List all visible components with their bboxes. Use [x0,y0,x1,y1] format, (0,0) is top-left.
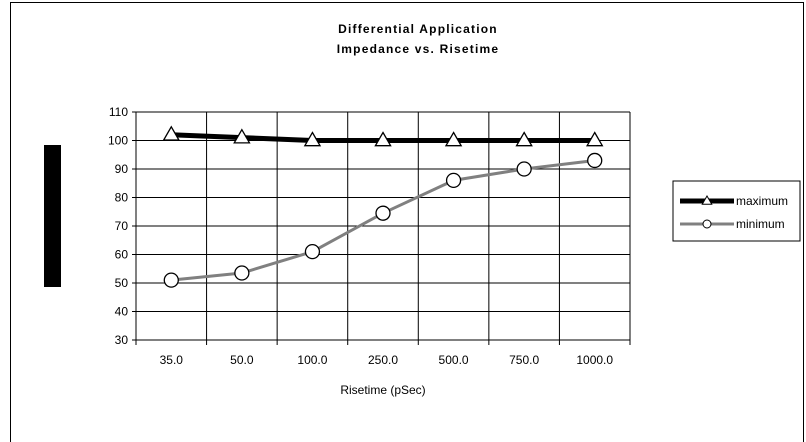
data-point-maximum [303,131,322,147]
x-tick-label: 35.0 [160,353,184,367]
x-axis-label: Risetime (pSec) [340,383,425,397]
data-point-minimum [587,152,603,169]
y-tick-label: 70 [115,219,129,233]
data-point-maximum [162,125,181,141]
x-tick-label: 250.0 [368,353,398,367]
x-tick-label: 50.0 [230,353,254,367]
grid [132,111,631,345]
x-tick-label: 1000.0 [576,353,613,367]
x-tick-label: 100.0 [297,353,327,367]
chart-frame [10,2,804,442]
data-point-minimum [516,161,532,177]
y-tick-label: 60 [115,248,129,262]
left-black-bar [44,145,61,287]
y-axis-ticks: 30 40 50 60 70 80 90 100 110 [108,105,128,347]
data-point-maximum [374,131,392,147]
chart-canvas: Differential Application Impedance vs. R… [108,22,801,397]
legend-marker-maximum [701,194,713,205]
data-point-maximum [515,131,533,147]
legend-marker-minimum [702,219,712,229]
legend-label-maximum: maximum [736,194,788,208]
data-point-minimum [304,243,321,260]
data-point-minimum [375,205,391,221]
chart-subtitle: Impedance vs. Risetime [337,42,499,56]
data-point-maximum [444,131,463,147]
y-tick-label: 80 [115,191,129,205]
data-point-minimum [163,272,179,288]
data-point-minimum [234,265,250,281]
x-tick-label: 500.0 [439,353,469,367]
data-point-minimum [445,172,462,189]
legend-label-minimum: minimum [736,217,785,231]
chart-title: Differential Application [338,22,498,36]
series [162,125,604,288]
y-tick-label: 110 [109,105,128,119]
legend: maximum minimum [672,180,801,242]
y-tick-label: 100 [108,134,128,148]
x-tick-label: 750.0 [509,353,539,367]
data-point-maximum [585,131,604,147]
y-tick-label: 30 [115,333,129,347]
y-tick-label: 50 [115,276,129,290]
y-tick-label: 90 [115,162,129,176]
y-tick-label: 40 [115,305,129,319]
legend-box [672,180,801,242]
x-axis-ticks: 35.0 50.0 100.0 250.0 500.0 750.0 1000.0 [160,353,614,367]
data-point-maximum [233,128,251,144]
